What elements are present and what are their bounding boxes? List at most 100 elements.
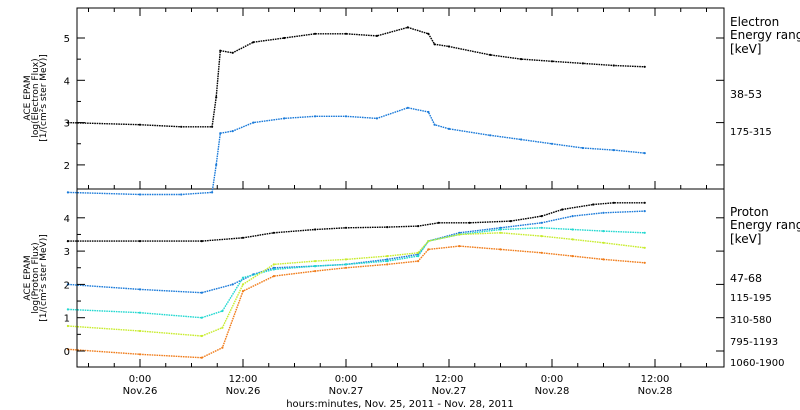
electron-legend-title-1: Electron <box>730 15 779 29</box>
series-point-175-315 <box>489 134 492 137</box>
series-point-175-315 <box>643 152 646 155</box>
electron-series-group <box>66 26 646 196</box>
series-line-175-315 <box>67 107 645 196</box>
series-point-310-580 <box>499 228 502 231</box>
series-point-47-68 <box>643 201 646 204</box>
electron-ylabel-line1: ACE EPAM <box>23 75 33 120</box>
proton-ylabel-line2: log(Proton Flux) <box>31 242 41 313</box>
series-point-175-315 <box>520 138 523 141</box>
y-tick-label: 2 <box>64 280 70 291</box>
series-point-175-315 <box>447 127 451 130</box>
electron-ylabel-line2: log(Electron Flux) <box>31 58 41 137</box>
series-point-38-53 <box>215 96 218 99</box>
legend-electron-38-53: 38-53 <box>730 88 762 101</box>
x-axis-label: hours:minutes, Nov. 25, 2011 - Nov. 28, … <box>286 399 514 410</box>
series-line-47-68 <box>67 202 645 242</box>
series-point-47-68 <box>437 221 440 224</box>
series-point-175-315 <box>406 106 409 109</box>
series-point-175-315 <box>252 121 255 124</box>
legend-electron-175-315: 175-315 <box>730 127 772 138</box>
series-point-175-315 <box>314 115 317 118</box>
series-point-175-315 <box>427 110 430 114</box>
y-tick-label: 3 <box>64 247 70 258</box>
series-point-175-315 <box>219 132 222 135</box>
series-point-38-53 <box>520 58 523 61</box>
series-point-310-580 <box>200 316 203 319</box>
series-point-795-1193 <box>138 329 142 333</box>
series-point-795-1193 <box>344 258 348 261</box>
y-tick-label: 2 <box>64 161 70 172</box>
series-point-115-195 <box>138 288 142 291</box>
series-point-795-1193 <box>499 231 502 234</box>
series-point-1060-1900 <box>200 356 203 359</box>
series-point-795-1193 <box>314 260 317 263</box>
proton-panel-frame <box>76 188 725 368</box>
series-point-38-53 <box>427 32 430 35</box>
legend-proton-47-68: 47-68 <box>730 272 762 285</box>
series-point-38-53 <box>581 62 585 65</box>
series-point-47-68 <box>386 226 389 229</box>
series-point-115-195 <box>602 211 605 214</box>
series-point-115-195 <box>540 221 543 224</box>
series-point-47-68 <box>272 231 275 234</box>
series-point-38-53 <box>283 36 286 40</box>
y-tick-label: 3 <box>64 119 70 130</box>
series-point-175-315 <box>612 149 615 152</box>
x-tick-time-label: 0:00 <box>129 374 151 385</box>
electron-panel-frame <box>76 7 725 190</box>
series-point-1060-1900 <box>241 290 245 293</box>
series-point-175-315 <box>211 191 214 194</box>
legend-proton-310-580: 310-580 <box>730 315 772 326</box>
x-tick-time-label: 12:00 <box>435 374 464 385</box>
series-point-310-580 <box>417 255 420 258</box>
series-point-1060-1900 <box>602 258 605 261</box>
x-tick-date-label: Nov.26 <box>123 386 158 397</box>
proton-ylabel-line3: [1/(cm²s ster MeV)] <box>39 234 49 321</box>
series-point-47-68 <box>540 215 543 218</box>
series-point-310-580 <box>66 308 69 311</box>
series-point-38-53 <box>211 125 214 128</box>
x-tick-time-label: 0:00 <box>335 374 357 385</box>
series-point-47-68 <box>66 240 69 243</box>
series-point-795-1193 <box>386 255 389 258</box>
y-tick-label: 0 <box>64 347 70 358</box>
series-point-310-580 <box>272 268 275 271</box>
series-point-47-68 <box>592 203 595 206</box>
series-point-175-315 <box>215 163 218 166</box>
series-point-47-68 <box>468 221 471 224</box>
x-tick-time-label: 12:00 <box>229 374 258 385</box>
series-point-115-195 <box>200 291 203 294</box>
series-point-1060-1900 <box>540 251 543 254</box>
series-point-795-1193 <box>643 246 646 249</box>
x-tick-date-label: Nov.26 <box>226 386 261 397</box>
x-tick-date-label: Nov.27 <box>329 386 364 397</box>
series-point-310-580 <box>540 226 543 229</box>
series-point-310-580 <box>138 311 142 314</box>
series-line-310-580 <box>67 227 645 319</box>
series-point-795-1193 <box>571 238 574 241</box>
series-point-115-195 <box>66 283 69 286</box>
series-point-175-315 <box>138 193 142 196</box>
series-point-1060-1900 <box>221 346 224 349</box>
series-point-795-1193 <box>241 283 245 286</box>
series-point-1060-1900 <box>344 266 348 269</box>
series-point-38-53 <box>231 51 234 54</box>
series-point-47-68 <box>417 225 420 228</box>
series-point-310-580 <box>602 230 605 233</box>
electron-ylabel-line3: [1/(cm²s ster MeV)] <box>39 54 49 141</box>
series-point-795-1193 <box>458 233 461 236</box>
series-point-115-195 <box>386 258 389 261</box>
series-point-38-53 <box>612 64 615 67</box>
series-line-795-1193 <box>67 232 645 337</box>
series-point-310-580 <box>344 263 348 266</box>
proton-legend-title-1: Proton <box>730 205 769 219</box>
y-tick-label: 4 <box>64 214 70 225</box>
series-point-795-1193 <box>427 240 430 243</box>
series-point-47-68 <box>314 228 317 231</box>
series-point-310-580 <box>386 260 389 263</box>
series-point-795-1193 <box>417 251 420 254</box>
series-point-310-580 <box>643 231 646 234</box>
axis-ticks-group: 2345012340:00Nov.2612:00Nov.260:00Nov.27… <box>64 8 724 397</box>
series-point-175-315 <box>581 146 585 150</box>
series-point-175-315 <box>231 130 234 133</box>
